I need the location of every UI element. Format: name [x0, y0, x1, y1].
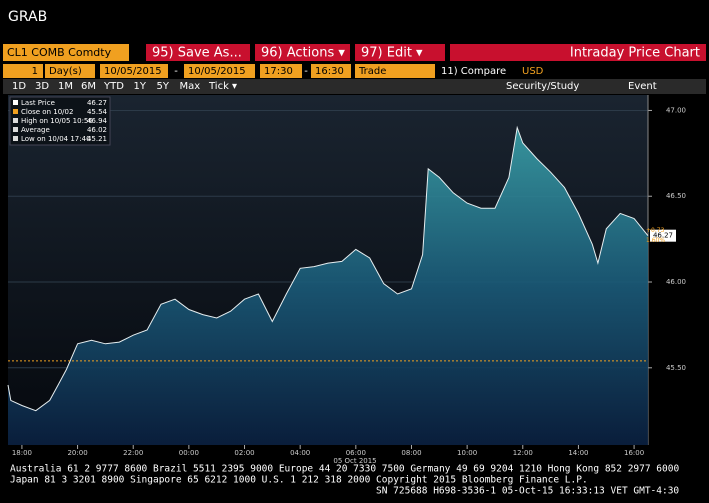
x-tick-label: 10:00 [457, 449, 477, 457]
price-line [7, 125, 649, 412]
footer-line: Australia 61 2 9777 8600 Brazil 5511 239… [10, 464, 679, 475]
input[interactable] [45, 64, 95, 78]
button-label[interactable]: 97) Edit ▾ [361, 46, 423, 61]
legend-label: Low on 10/04 17:40 [21, 135, 91, 143]
x-tick-label: 22:00 [123, 449, 143, 457]
range-button[interactable]: 1Y [134, 81, 147, 92]
x-tick-label: 16:00 [624, 449, 644, 457]
legend-swatch [13, 127, 18, 132]
x-tick-label: 02:00 [234, 449, 254, 457]
y-tick-label: 46.50 [666, 192, 686, 200]
y-tick-label: 46.00 [666, 278, 686, 286]
event-button[interactable]: Event [628, 81, 657, 92]
range-button[interactable]: 5Y [157, 81, 170, 92]
end-date[interactable]: 10/05/2015 [188, 66, 246, 77]
period[interactable]: 1 [32, 66, 38, 77]
last-price-label: 46.27 [653, 232, 673, 240]
input[interactable] [311, 64, 351, 78]
button[interactable] [255, 44, 350, 61]
legend-value: 46.94 [87, 117, 108, 125]
x-tick-label: 04:00 [290, 449, 310, 457]
input[interactable] [3, 64, 43, 78]
legend-value: 46.02 [87, 126, 107, 134]
change-pct-label: 1.60% [646, 237, 665, 244]
currency[interactable]: USD [522, 66, 544, 77]
footer-line: SN 725688 H698-3536-1 05-Oct-15 16:33:13… [376, 486, 679, 497]
start-time[interactable]: 17:30 [264, 66, 293, 77]
legend-label: Close on 10/02 [21, 108, 73, 116]
legend-swatch [13, 100, 18, 105]
start-date[interactable]: 10/05/2015 [104, 66, 162, 77]
legend-value: 46.27 [87, 99, 107, 107]
x-tick-label: 06:00 [346, 449, 366, 457]
button[interactable] [146, 44, 250, 61]
security-box[interactable] [3, 44, 129, 61]
range-button[interactable]: 1D [12, 81, 26, 92]
last-price-tag [650, 229, 676, 242]
range-button[interactable]: Tick ▾ [208, 81, 237, 92]
range-button[interactable]: 6M [81, 81, 96, 92]
dash: - [174, 66, 178, 77]
field[interactable]: Trade [358, 66, 386, 77]
legend-swatch [13, 136, 18, 141]
window-title: GRAB [8, 9, 47, 25]
input[interactable] [184, 64, 255, 78]
x-tick-label: 08:00 [401, 449, 421, 457]
legend-swatch [13, 109, 18, 114]
panel-title: Intraday Price Chart [570, 46, 700, 61]
button-label[interactable]: 96) Actions ▾ [261, 46, 345, 61]
range-button[interactable]: YTD [103, 81, 124, 92]
input[interactable] [260, 64, 302, 78]
legend-value: 45.21 [87, 135, 107, 143]
security[interactable]: CL1 COMB Comdty [7, 46, 112, 59]
button-label[interactable]: 95) Save As... [152, 46, 242, 61]
legend-value: 45.54 [87, 108, 108, 116]
unit[interactable]: Day(s) [49, 66, 82, 77]
range-button[interactable]: 1M [58, 81, 73, 92]
y-tick-label: 47.00 [666, 106, 686, 114]
x-axis-label: 05 Oct 2015 [333, 457, 376, 465]
range-button[interactable]: Max [180, 81, 201, 92]
dash: - [304, 66, 308, 77]
legend-label: Last Price [21, 99, 55, 107]
area [8, 127, 648, 445]
y-tick-label: 45.50 [666, 364, 686, 372]
study-button[interactable]: Security/Study [506, 81, 579, 92]
panel-title-bar [450, 44, 706, 61]
x-tick-label: 20:00 [67, 449, 87, 457]
x-tick-label: 18:00 [12, 449, 32, 457]
compare[interactable]: 11) Compare [441, 66, 506, 77]
legend-box [9, 96, 111, 146]
legend-swatch [13, 118, 18, 123]
x-tick-label: 14:00 [568, 449, 588, 457]
legend-label: Average [21, 126, 50, 134]
legend-label: High on 10/05 10:56 [21, 117, 93, 125]
button[interactable] [355, 44, 445, 61]
x-tick-label: 00:00 [179, 449, 199, 457]
dropdown[interactable] [355, 64, 435, 78]
range-bar [3, 79, 706, 94]
footer-line: Japan 81 3 3201 8900 Singapore 65 6212 1… [10, 475, 588, 486]
input[interactable] [100, 64, 168, 78]
end-time[interactable]: 16:30 [315, 66, 344, 77]
x-tick-label: 12:00 [513, 449, 533, 457]
change-label: +0.73 [646, 227, 665, 234]
range-button[interactable]: 3D [35, 81, 49, 92]
